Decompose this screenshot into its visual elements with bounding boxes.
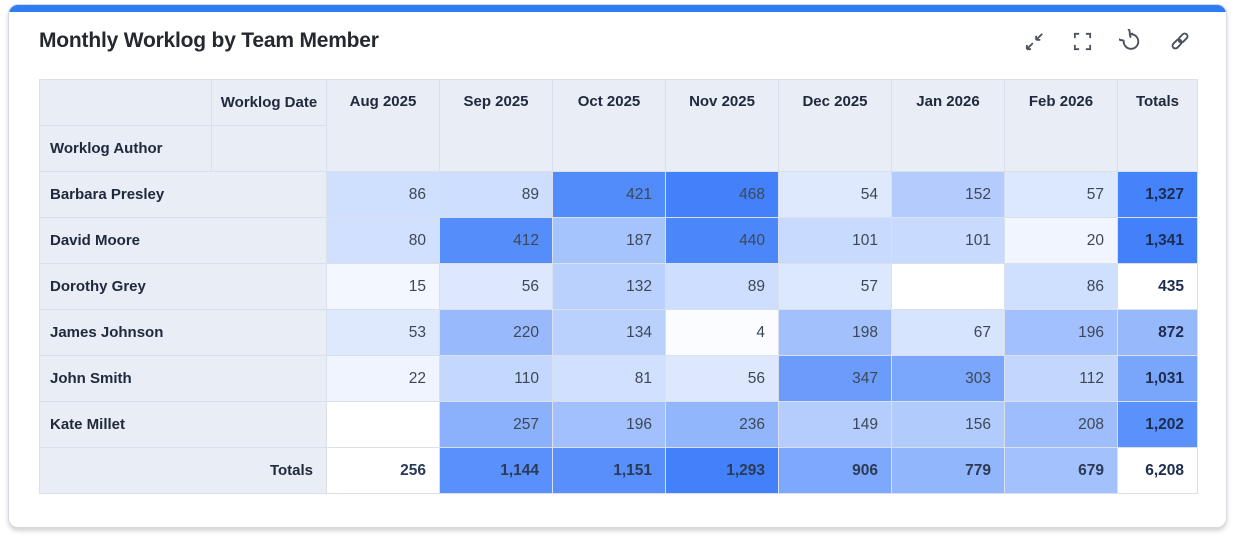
worklog-value-cell[interactable]: 89 (665, 263, 779, 310)
worklog-value-cell[interactable]: 110 (439, 355, 553, 402)
table-row: James Johnson 53 220 134 4 198 67 196 872 (39, 309, 1198, 356)
totals-row: Totals 256 1,144 1,151 1,293 906 779 679 6,208 (39, 447, 1198, 494)
worklog-value-cell[interactable]: 67 (891, 309, 1005, 356)
worklog-gadget-card: Monthly Worklog by Team Member (8, 4, 1227, 528)
worklog-value-cell[interactable]: 4 (665, 309, 779, 356)
author-cell[interactable]: Kate Millet (39, 401, 327, 448)
worklog-pivot-table: Worklog Date Aug 2025 Sep 2025 Oct 2025 Nov … (39, 79, 1198, 494)
worklog-value-cell[interactable]: 196 (1004, 309, 1118, 356)
worklog-value-cell[interactable]: 57 (1004, 171, 1118, 218)
row-total-cell[interactable]: 1,202 (1117, 401, 1198, 448)
worklog-value-cell[interactable]: 156 (891, 401, 1005, 448)
worklog-value-cell[interactable]: 112 (1004, 355, 1118, 402)
worklog-value-cell[interactable]: 101 (778, 217, 892, 264)
column-total-cell[interactable]: 906 (778, 447, 892, 494)
reset-button[interactable] (1114, 24, 1143, 53)
table-row: Barbara Presley 86 89 421 468 54 152 57 1,327 (39, 171, 1198, 218)
worklog-author-axis-label: Worklog Author (39, 125, 212, 172)
worklog-value-cell[interactable]: 236 (665, 401, 779, 448)
table-row: Kate Millet 257 196 236 149 156 208 1,202 (39, 401, 1198, 448)
collapse-button[interactable] (1023, 30, 1046, 53)
author-cell[interactable]: James Johnson (39, 309, 327, 356)
worklog-value-cell[interactable]: 468 (665, 171, 779, 218)
row-total-cell[interactable]: 1,341 (1117, 217, 1198, 264)
worklog-value-cell[interactable]: 56 (665, 355, 779, 402)
author-cell[interactable]: Dorothy Grey (39, 263, 327, 310)
month-column-header[interactable]: Sep 2025 (439, 79, 553, 172)
worklog-value-cell[interactable]: 198 (778, 309, 892, 356)
gadget-header: Monthly Worklog by Team Member (9, 12, 1226, 65)
gadget-accent-bar (9, 5, 1226, 12)
author-cell[interactable]: David Moore (39, 217, 327, 264)
worklog-value-cell[interactable]: 54 (778, 171, 892, 218)
table-row: David Moore 80 412 187 440 101 101 20 1,341 (39, 217, 1198, 264)
worklog-value-cell[interactable]: 20 (1004, 217, 1118, 264)
worklog-value-cell[interactable]: 53 (326, 309, 440, 356)
worklog-value-cell[interactable]: 15 (326, 263, 440, 310)
row-total-cell[interactable]: 1,327 (1117, 171, 1198, 218)
link-button[interactable] (1168, 29, 1192, 53)
page-title: Monthly Worklog by Team Member (39, 29, 379, 52)
worklog-value-cell[interactable]: 208 (1004, 401, 1118, 448)
worklog-value-cell[interactable] (891, 263, 1005, 310)
empty-header-cell (211, 125, 327, 172)
pivot-table-container: Worklog Date Aug 2025 Sep 2025 Oct 2025 Nov … (9, 65, 1226, 494)
row-total-cell[interactable]: 872 (1117, 309, 1198, 356)
worklog-value-cell[interactable]: 57 (778, 263, 892, 310)
worklog-value-cell[interactable]: 22 (326, 355, 440, 402)
worklog-value-cell[interactable]: 187 (552, 217, 666, 264)
grand-total-cell[interactable]: 6,208 (1117, 447, 1198, 494)
worklog-value-cell[interactable]: 149 (778, 401, 892, 448)
row-total-cell[interactable]: 1,031 (1117, 355, 1198, 402)
table-header: Worklog Date Aug 2025 Sep 2025 Oct 2025 Nov … (39, 79, 1198, 172)
month-column-header[interactable]: Feb 2026 (1004, 79, 1118, 172)
link-chain-icon (1171, 32, 1189, 50)
worklog-value-cell[interactable]: 421 (552, 171, 666, 218)
month-column-header[interactable]: Nov 2025 (665, 79, 779, 172)
totals-column-header: Totals (1117, 79, 1198, 172)
author-cell[interactable]: John Smith (39, 355, 327, 402)
collapse-arrows-icon (1025, 32, 1043, 50)
gadget-toolbar (1023, 24, 1192, 53)
fullscreen-brackets-icon (1073, 32, 1092, 50)
table-corner-cell (39, 79, 212, 126)
reset-refresh-icon (1114, 24, 1140, 50)
worklog-value-cell[interactable]: 86 (1004, 263, 1118, 310)
column-total-cell[interactable]: 1,144 (439, 447, 553, 494)
row-total-cell[interactable]: 435 (1117, 263, 1198, 310)
column-total-cell[interactable]: 779 (891, 447, 1005, 494)
worklog-value-cell[interactable]: 81 (552, 355, 666, 402)
worklog-value-cell[interactable] (326, 401, 440, 448)
author-cell[interactable]: Barbara Presley (39, 171, 327, 218)
fullscreen-button[interactable] (1071, 30, 1094, 53)
worklog-value-cell[interactable]: 56 (439, 263, 553, 310)
month-column-header[interactable]: Jan 2026 (891, 79, 1005, 172)
worklog-value-cell[interactable]: 86 (326, 171, 440, 218)
table-row: Dorothy Grey 15 56 132 89 57 86 435 (39, 263, 1198, 310)
worklog-value-cell[interactable]: 303 (891, 355, 1005, 402)
worklog-value-cell[interactable]: 89 (439, 171, 553, 218)
worklog-date-axis-label: Worklog Date (211, 79, 327, 126)
worklog-value-cell[interactable]: 440 (665, 217, 779, 264)
column-total-cell[interactable]: 1,151 (552, 447, 666, 494)
worklog-value-cell[interactable]: 257 (439, 401, 553, 448)
worklog-value-cell[interactable]: 412 (439, 217, 553, 264)
month-column-header[interactable]: Aug 2025 (326, 79, 440, 172)
worklog-value-cell[interactable]: 80 (326, 217, 440, 264)
column-total-cell[interactable]: 679 (1004, 447, 1118, 494)
column-total-cell[interactable]: 1,293 (665, 447, 779, 494)
table-row: John Smith 22 110 81 56 347 303 112 1,031 (39, 355, 1198, 402)
worklog-value-cell[interactable]: 134 (552, 309, 666, 356)
worklog-value-cell[interactable]: 132 (552, 263, 666, 310)
table-body: Barbara Presley 86 89 421 468 54 152 57 1,327 Dav… (39, 171, 1198, 494)
column-total-cell[interactable]: 256 (326, 447, 440, 494)
worklog-value-cell[interactable]: 196 (552, 401, 666, 448)
worklog-value-cell[interactable]: 152 (891, 171, 1005, 218)
worklog-value-cell[interactable]: 101 (891, 217, 1005, 264)
totals-row-label: Totals (39, 447, 327, 494)
month-column-header[interactable]: Dec 2025 (778, 79, 892, 172)
worklog-value-cell[interactable]: 347 (778, 355, 892, 402)
month-column-header[interactable]: Oct 2025 (552, 79, 666, 172)
worklog-value-cell[interactable]: 220 (439, 309, 553, 356)
